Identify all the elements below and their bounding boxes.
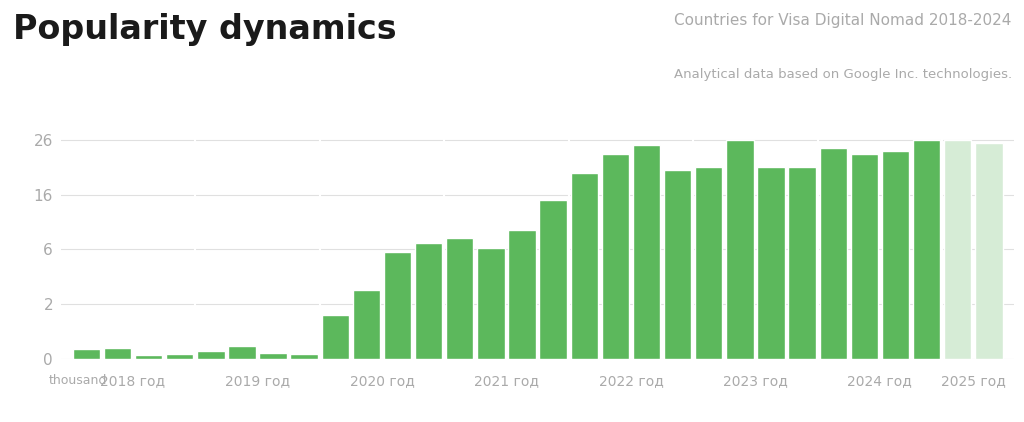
Text: 2018 год: 2018 год: [100, 374, 166, 388]
Bar: [695, 168, 723, 359]
Bar: [540, 200, 567, 359]
Bar: [508, 230, 536, 359]
Bar: [851, 154, 878, 359]
Bar: [570, 173, 598, 359]
Text: Popularity dynamics: Popularity dynamics: [13, 13, 397, 46]
Text: 2021 год: 2021 год: [474, 374, 539, 388]
Bar: [228, 346, 256, 359]
Text: Analytical data based on Google Inc. technologies.: Analytical data based on Google Inc. tec…: [674, 68, 1012, 81]
Text: 2019 год: 2019 год: [225, 374, 290, 388]
Bar: [322, 315, 349, 359]
Bar: [384, 252, 412, 359]
Bar: [602, 154, 629, 359]
Bar: [913, 140, 940, 359]
Text: 2022 год: 2022 год: [598, 374, 664, 388]
Text: 2023 год: 2023 год: [723, 374, 787, 388]
Bar: [758, 168, 784, 359]
Bar: [664, 170, 691, 359]
Bar: [73, 349, 100, 359]
Text: 2024 год: 2024 год: [848, 374, 912, 388]
Bar: [352, 290, 380, 359]
Bar: [259, 353, 287, 359]
Bar: [975, 143, 1002, 359]
Bar: [882, 151, 909, 359]
Bar: [477, 248, 505, 359]
Bar: [944, 140, 972, 359]
Bar: [166, 354, 194, 359]
Text: thousand: thousand: [49, 374, 108, 387]
Bar: [633, 146, 660, 359]
Bar: [415, 243, 442, 359]
Bar: [198, 351, 224, 359]
Bar: [135, 355, 162, 359]
Bar: [291, 354, 317, 359]
Bar: [726, 140, 754, 359]
Text: 2020 год: 2020 год: [349, 374, 415, 388]
Text: Countries for Visa Digital Nomad 2018-2024: Countries for Visa Digital Nomad 2018-20…: [675, 13, 1012, 28]
Bar: [446, 238, 473, 359]
Bar: [819, 148, 847, 359]
Text: 2025 год: 2025 год: [941, 374, 1006, 388]
Bar: [788, 168, 816, 359]
Bar: [103, 348, 131, 359]
